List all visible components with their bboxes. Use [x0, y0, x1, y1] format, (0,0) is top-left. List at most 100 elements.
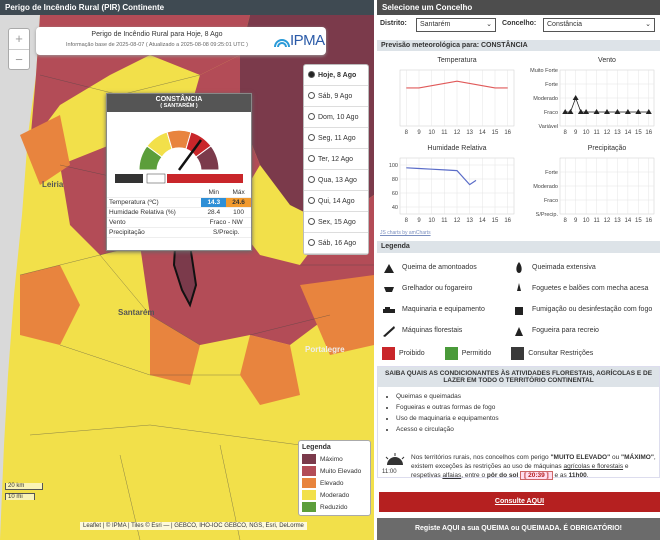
x-tick-label: 16 — [645, 218, 652, 224]
x-tick-label: 11 — [593, 218, 600, 224]
temp-max: 24.6 — [226, 197, 251, 208]
day-option[interactable]: Qua, 13 Ago — [304, 170, 368, 191]
legend-label: Muito Elevado — [320, 467, 362, 475]
day-option[interactable]: Seg, 11 Ago — [304, 128, 368, 149]
popup-table: Min Máx Temperatura (ºC) 14.3 24.6 Humidade… — [107, 188, 251, 238]
legend-item: Máximo — [302, 453, 367, 465]
x-tick-label: 12 — [454, 218, 461, 224]
day-option[interactable]: Ter, 12 Ago — [304, 149, 368, 170]
x-tick-label: 12 — [604, 130, 611, 136]
y-tick-label: Forte — [545, 82, 558, 88]
day-option[interactable]: Qui, 14 Ago — [304, 191, 368, 212]
logo-icon — [274, 39, 290, 48]
info-box: SAIBA QUAIS AS CONDICIONANTES ÀS ATIVIDA… — [377, 366, 660, 480]
wind-arrow — [583, 109, 590, 114]
note-part: [ 20:39 ] — [520, 471, 553, 480]
note-part: ou — [610, 454, 622, 461]
note-part: e as — [552, 472, 569, 479]
info-item: Uso de maquinaria e equipamentos — [396, 413, 659, 424]
day-label: Sáb, 16 Ago — [318, 240, 357, 247]
legend-item: Maquinaria e equipamento — [382, 299, 512, 320]
district-label: Distrito: — [380, 20, 407, 27]
day-label: Ter, 12 Ago — [318, 156, 354, 163]
legend-item: Máquinas florestais — [382, 320, 512, 341]
wind-arrow — [593, 109, 600, 114]
y-tick-label: 60 — [392, 191, 398, 197]
day-option[interactable]: Sáb, 9 Ago — [304, 86, 368, 107]
x-tick-label: 8 — [564, 218, 568, 224]
x-tick-label: 16 — [504, 130, 511, 136]
popup-name: CONSTÂNCIA — [155, 96, 203, 103]
sunset-icon — [385, 453, 405, 465]
consult-button[interactable]: Consulte AQUI — [379, 492, 660, 512]
map-info: Informação base de 2025-08-07 ( Atualiza… — [66, 42, 248, 48]
council-label: Concelho: — [502, 20, 537, 27]
day-label: Qua, 13 Ago — [318, 177, 357, 184]
icon-shape — [383, 306, 395, 313]
status-swatch — [511, 347, 525, 360]
wind-arrow — [635, 109, 642, 114]
note-part: 11h00 — [568, 472, 587, 479]
wind-arrow — [645, 109, 652, 114]
y-tick-label: Moderado — [533, 184, 558, 190]
map-title: Perigo de Incêndio Rural para Hoje, 8 Ag… — [91, 31, 223, 38]
note-part: pôr do sol — [486, 472, 521, 479]
note-part: Nos territórios rurais, nos concelhos co… — [411, 454, 551, 461]
legend-item: Queima de amontoados — [382, 257, 512, 278]
x-tick-label: 16 — [504, 218, 511, 224]
day-label: Dom, 10 Ago — [318, 114, 359, 121]
x-tick-label: 14 — [625, 218, 632, 224]
legend-item: Moderado — [302, 489, 367, 501]
forecast-title: Previsão meteorológica para: CONSTÂNCIA — [377, 40, 660, 51]
legend-item: Muito Elevado — [302, 465, 367, 477]
wind-arrow — [624, 109, 631, 114]
day-label: Seg, 11 Ago — [318, 135, 356, 142]
legend-label: Moderado — [320, 491, 350, 499]
legend-icon — [516, 261, 522, 273]
popup-header: CONSTÂNCIA ( SANTARÉM ) — [107, 94, 251, 112]
x-tick-label: 11 — [593, 130, 600, 136]
chart-title: Vento — [598, 57, 616, 64]
info-item: Fogueiras e outras formas de fogo — [396, 402, 659, 413]
x-tick-label: 15 — [492, 218, 499, 224]
legend-label: Máquinas florestais — [402, 327, 463, 334]
x-tick-label: 9 — [417, 218, 421, 224]
zoom-out[interactable]: − — [15, 52, 23, 67]
legend-label: Fogueira para recreio — [532, 327, 599, 334]
council-select[interactable]: Constância ⌄ — [543, 18, 655, 32]
x-tick-label: 13 — [614, 218, 621, 224]
x-tick-label: 9 — [574, 218, 578, 224]
wind-arrow — [604, 109, 610, 114]
day-option[interactable]: Dom, 10 Ago — [304, 107, 368, 128]
note: Nos territórios rurais, nos concelhos co… — [411, 453, 657, 480]
y-tick-label: Forte — [545, 170, 558, 176]
x-tick-label: 13 — [614, 130, 621, 136]
day-option[interactable]: Hoje, 8 Ago — [304, 65, 368, 86]
logo: IPMA — [290, 32, 325, 49]
data-line — [406, 167, 477, 186]
info-item: Acesso e circulação — [396, 424, 659, 435]
credit[interactable]: JS charts by amCharts — [380, 230, 431, 236]
legend-label: Queimada extensiva — [532, 264, 596, 271]
row-label: Humidade Relativa (%) — [107, 207, 202, 218]
wind-arrow — [562, 109, 569, 114]
day-option[interactable]: Sáb, 16 Ago — [304, 233, 368, 254]
zoom-in[interactable]: + — [9, 29, 29, 50]
x-tick-label: 15 — [492, 130, 499, 136]
legend-item: Fogueira para recreio — [512, 320, 658, 341]
y-tick-label: Fraco — [544, 198, 558, 204]
legend-header: Legenda — [377, 241, 660, 253]
day-label: Sáb, 9 Ago — [318, 93, 353, 100]
y-tick-label: Moderado — [533, 96, 558, 102]
y-tick-label: Fraco — [544, 110, 558, 116]
icon-shape — [383, 325, 395, 337]
day-option[interactable]: Sex, 15 Ago — [304, 212, 368, 233]
y-tick-label: 40 — [392, 205, 398, 211]
district-select[interactable]: Santarém ⌄ — [416, 18, 496, 32]
x-tick-label: 8 — [564, 130, 568, 136]
register-bar[interactable]: Registe AQUI a sua QUEIMA ou QUEIMADA. É… — [377, 518, 660, 540]
x-tick-label: 12 — [604, 218, 611, 224]
info-list: Queimas e queimadasFogueiras e outras fo… — [378, 391, 659, 435]
popup: CONSTÂNCIA ( SANTARÉM ) Min Máx Temperatu… — [106, 93, 252, 251]
